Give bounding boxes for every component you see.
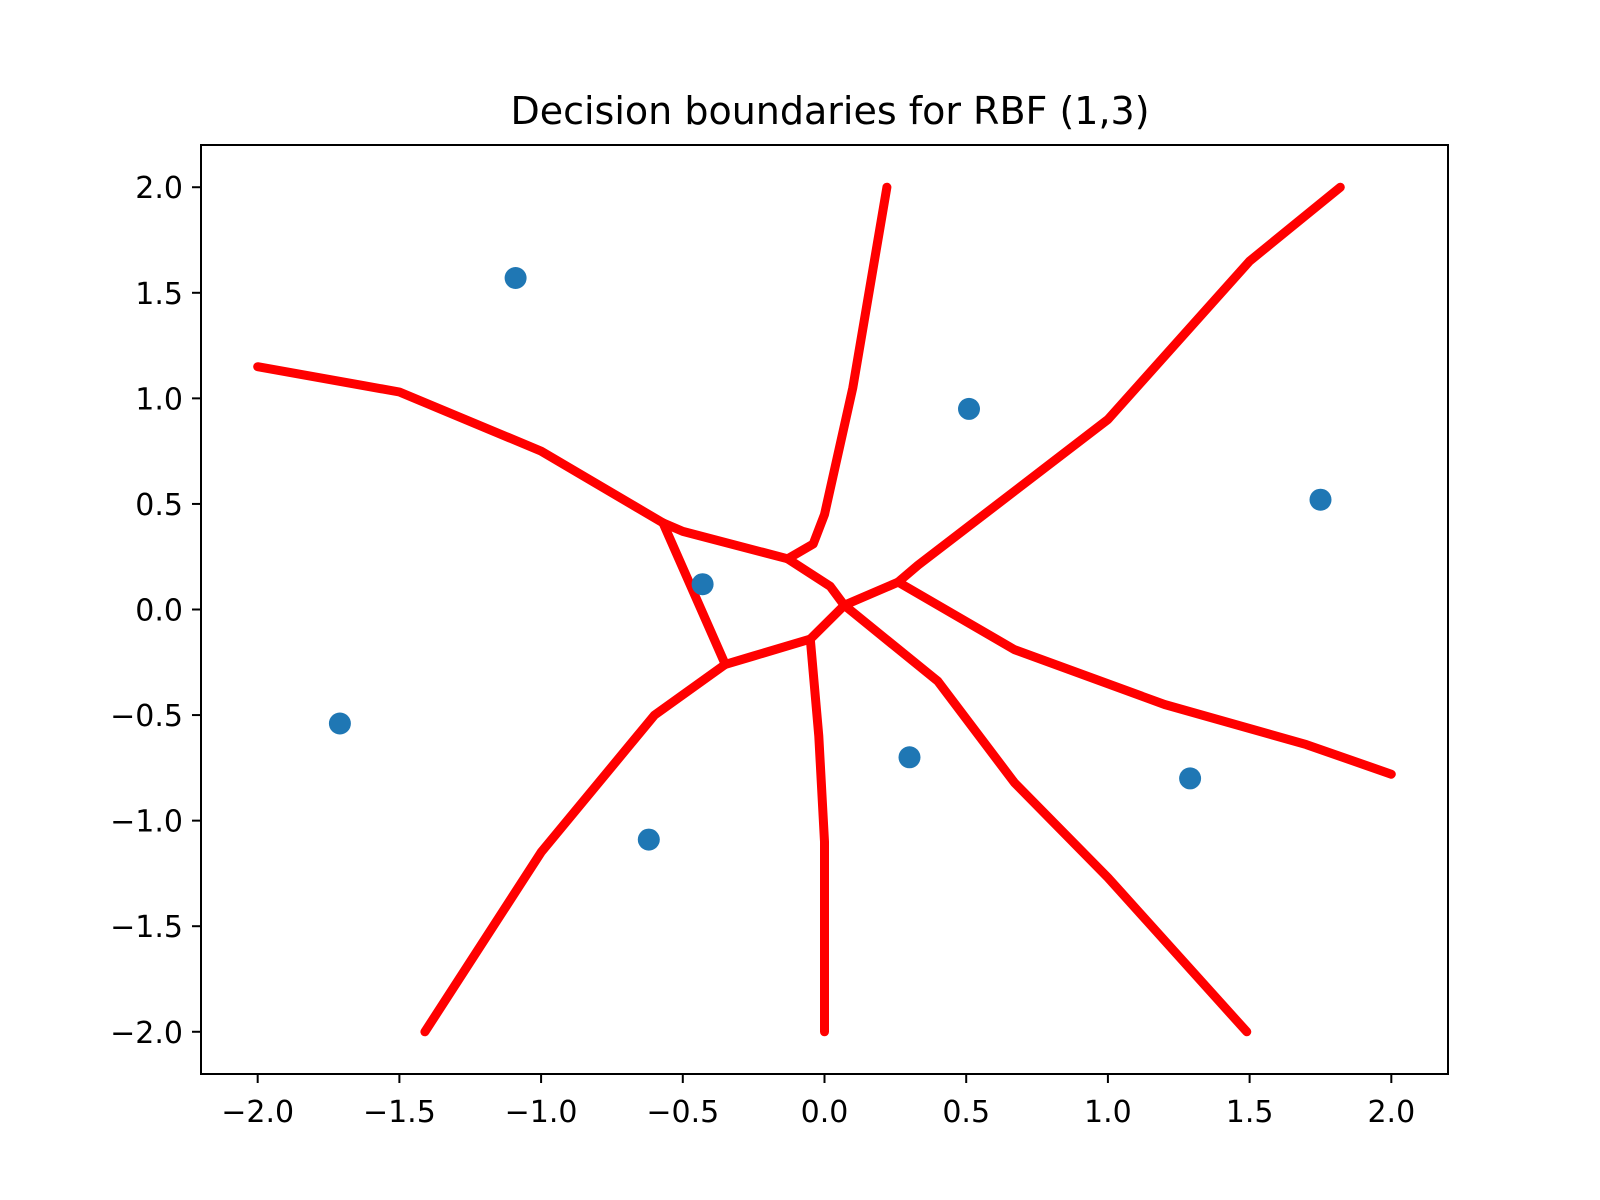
data-point-7: [898, 746, 921, 769]
boundary-segment-8: [893, 182, 1345, 587]
boundary-segment-11: [805, 634, 829, 1037]
x-tick-label: 0.0: [801, 1095, 849, 1130]
boundary-segment-5: [783, 554, 849, 610]
x-tick-label: −0.5: [646, 1095, 719, 1130]
data-point-4: [691, 573, 714, 596]
x-tick-label: −2.0: [221, 1095, 294, 1130]
data-point-8: [1179, 767, 1202, 790]
axes: −2.0 −1.5 −1.0 −0.5 0.0 0.5 1.0 1.5 2.0 −2.0 −1.5 −…: [110, 171, 1415, 1130]
y-tick-label: −1.5: [110, 910, 183, 945]
x-tick-label: −1.5: [363, 1095, 436, 1130]
y-tick-label: −2.0: [110, 1016, 183, 1051]
y-tick-label: −0.5: [110, 699, 183, 734]
y-tick-label: −1.0: [110, 805, 183, 840]
x-tick-label: 2.0: [1367, 1095, 1415, 1130]
boundary-segment-9: [893, 577, 1396, 779]
data-points: [328, 267, 1332, 851]
decision-boundaries: [253, 182, 1396, 1037]
boundary-segment-10: [839, 600, 1252, 1037]
y-tick-label: 0.0: [135, 594, 183, 629]
boundary-segment-2: [658, 518, 793, 564]
x-tick-label: −1.0: [505, 1095, 578, 1130]
chart-title: Decision boundaries for RBF (1,3): [510, 89, 1149, 133]
y-tick-label: 1.0: [135, 382, 183, 417]
y-tick-label: 1.5: [135, 277, 183, 312]
data-point-2: [958, 397, 980, 420]
x-tick-label: 1.5: [1226, 1095, 1274, 1130]
x-tick-label: 0.5: [942, 1095, 990, 1130]
y-tick-label: 0.5: [135, 488, 183, 523]
boundary-segment-3: [658, 518, 730, 669]
x-tick-label: 1.0: [1084, 1095, 1132, 1130]
boundary-segment-7: [839, 577, 903, 610]
data-point-6: [637, 828, 660, 851]
data-point-5: [328, 712, 351, 735]
boundary-segment-12: [420, 659, 730, 1037]
boundary-segment-4: [783, 182, 892, 564]
y-tick-label: 2.0: [135, 171, 183, 206]
data-point-3: [1309, 488, 1332, 511]
data-point-1: [504, 267, 527, 289]
boundary-segment-1: [253, 362, 668, 528]
plot-frame: [200, 144, 1449, 1075]
boundary-segment-6: [720, 600, 849, 669]
